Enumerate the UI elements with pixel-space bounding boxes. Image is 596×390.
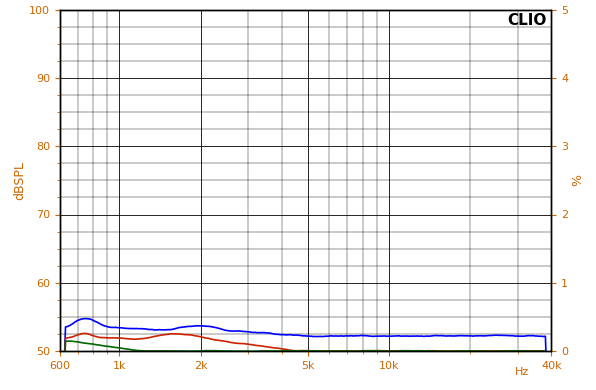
Y-axis label: dBSPL: dBSPL [13,161,26,200]
Text: CLIO: CLIO [507,13,547,28]
Text: Hz: Hz [514,367,529,378]
Y-axis label: %: % [571,174,584,186]
